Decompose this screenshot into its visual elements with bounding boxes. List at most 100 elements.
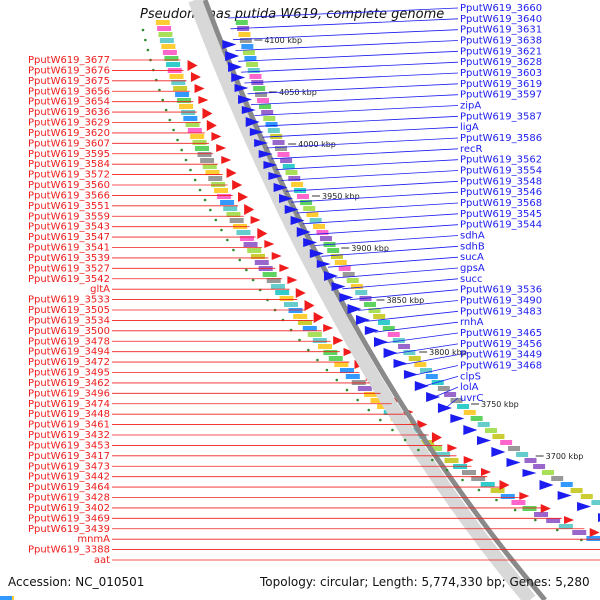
left-gene-label: PputW619_3448	[28, 409, 110, 420]
forward-gene-arrow	[241, 106, 256, 114]
right-gene-label: rnhA	[460, 317, 484, 328]
left-gene-label: PputW619_3453	[28, 440, 110, 451]
ruler-tick-label: 3700 kbp	[546, 452, 584, 461]
feature-track-outer	[158, 32, 173, 37]
feature-track-inner	[303, 206, 316, 211]
right-gene-label: PputW619_3548	[460, 176, 542, 187]
reverse-gene-arrow	[313, 312, 324, 323]
feature-track-inner	[297, 194, 310, 199]
right-gene-label: PputW619_3619	[460, 79, 542, 90]
feature-track-outer	[187, 128, 202, 133]
feature-track-outer	[220, 200, 235, 205]
feature-track-inner	[516, 452, 529, 457]
ruler-tick-label: 4050 kbp	[279, 88, 317, 97]
right-gene-label: PputW619_3660	[460, 3, 542, 14]
feature-track-inner	[330, 254, 343, 259]
tick-dot	[209, 208, 212, 212]
feature-track-outer	[357, 386, 372, 391]
feature-track-inner	[373, 314, 386, 319]
forward-gene-arrow	[364, 326, 379, 335]
forward-gene-arrow	[309, 249, 324, 258]
feature-track-inner	[238, 32, 251, 37]
tick-dot	[180, 148, 183, 152]
tick-dot	[281, 318, 285, 322]
tick-dot	[161, 98, 165, 102]
feature-track-outer	[297, 320, 312, 325]
left-gene-label: PputW619_3527	[28, 263, 110, 274]
tick-dot	[144, 38, 147, 42]
feature-track-outer	[223, 206, 238, 211]
right-gene-label: succ	[460, 274, 483, 285]
left-gene-label: PputW619_3505	[28, 305, 110, 316]
left-gene-label: PputW619_3620	[28, 128, 110, 139]
right-label-connector	[374, 321, 459, 333]
feature-track-outer	[214, 188, 229, 193]
left-gene-label: PputW619_3464	[28, 482, 110, 493]
feature-track-inner	[257, 98, 270, 103]
right-gene-label: lolA	[460, 382, 479, 393]
forward-gene-arrow	[284, 205, 299, 214]
right-gene-label: zipA	[460, 101, 481, 112]
feature-track-outer	[239, 236, 254, 241]
right-label-connector	[250, 94, 459, 106]
left-gene-label: PputW619_3462	[28, 378, 110, 389]
right-gene-label: PputW619_3536	[460, 285, 542, 296]
tick-dot	[193, 178, 197, 182]
reverse-gene-arrow	[304, 300, 315, 311]
tick-dot	[168, 118, 172, 122]
feature-track-outer	[177, 98, 192, 103]
left-gene-label: PputW619_3402	[28, 503, 110, 514]
left-gene-label: PputW619_3496	[28, 388, 110, 399]
feature-track-inner	[246, 62, 259, 67]
right-label-connector	[291, 191, 459, 203]
feature-track-inner	[306, 212, 319, 217]
left-gene-label: PputW619_3472	[28, 357, 110, 368]
left-gene-label: PputW619_3559	[28, 211, 110, 222]
feature-track-inner	[350, 284, 363, 289]
feature-track-inner	[500, 440, 513, 445]
feature-track-inner	[313, 224, 326, 229]
forward-gene-arrow	[426, 392, 441, 402]
reverse-gene-arrow	[257, 228, 268, 239]
forward-gene-arrow	[476, 436, 491, 445]
right-label-connector	[423, 375, 459, 387]
ruler-tick-label: 3800 kbp	[429, 348, 467, 357]
feature-track-outer	[211, 182, 226, 187]
forward-gene-arrow	[245, 117, 260, 127]
feature-track-inner	[291, 182, 304, 187]
forward-gene-arrow	[254, 139, 269, 147]
right-label-connector	[244, 72, 459, 84]
right-label-connector	[280, 170, 459, 181]
tick-dot	[513, 508, 517, 512]
feature-track-inner	[263, 116, 276, 121]
feature-track-outer	[351, 380, 366, 385]
right-gene-label: PputW619_3586	[460, 133, 542, 144]
feature-track-inner	[267, 128, 280, 133]
right-gene-label: PputW619_3640	[460, 14, 542, 25]
right-label-connector	[254, 105, 459, 116]
feature-track-outer	[200, 158, 215, 163]
right-label-connector	[235, 40, 459, 51]
feature-track-outer	[217, 194, 232, 199]
feature-track-inner	[387, 332, 400, 337]
right-label-connector	[247, 83, 459, 95]
feature-track-inner	[272, 140, 285, 145]
left-gene-label: PputW619_3607	[28, 138, 110, 149]
right-label-connector	[366, 310, 459, 322]
left-gene-label: mnmA	[77, 534, 110, 545]
feature-track-outer	[190, 134, 205, 139]
feature-track-inner	[551, 476, 564, 481]
forward-gene-arrow	[228, 62, 243, 72]
feature-track-inner	[265, 122, 278, 127]
feature-track-outer	[250, 254, 265, 259]
feature-track-inner	[282, 164, 295, 169]
forward-gene-arrow	[373, 337, 388, 347]
forward-gene-arrow	[539, 480, 554, 490]
feature-track-inner	[255, 92, 268, 97]
right-gene-label: PputW619_3631	[460, 25, 542, 36]
tick-dot	[184, 158, 188, 162]
left-gene-label: PputW619_3428	[28, 493, 110, 504]
feature-track-inner	[425, 374, 438, 379]
right-gene-label: PputW619_3468	[460, 361, 542, 372]
right-label-connector	[445, 397, 459, 409]
